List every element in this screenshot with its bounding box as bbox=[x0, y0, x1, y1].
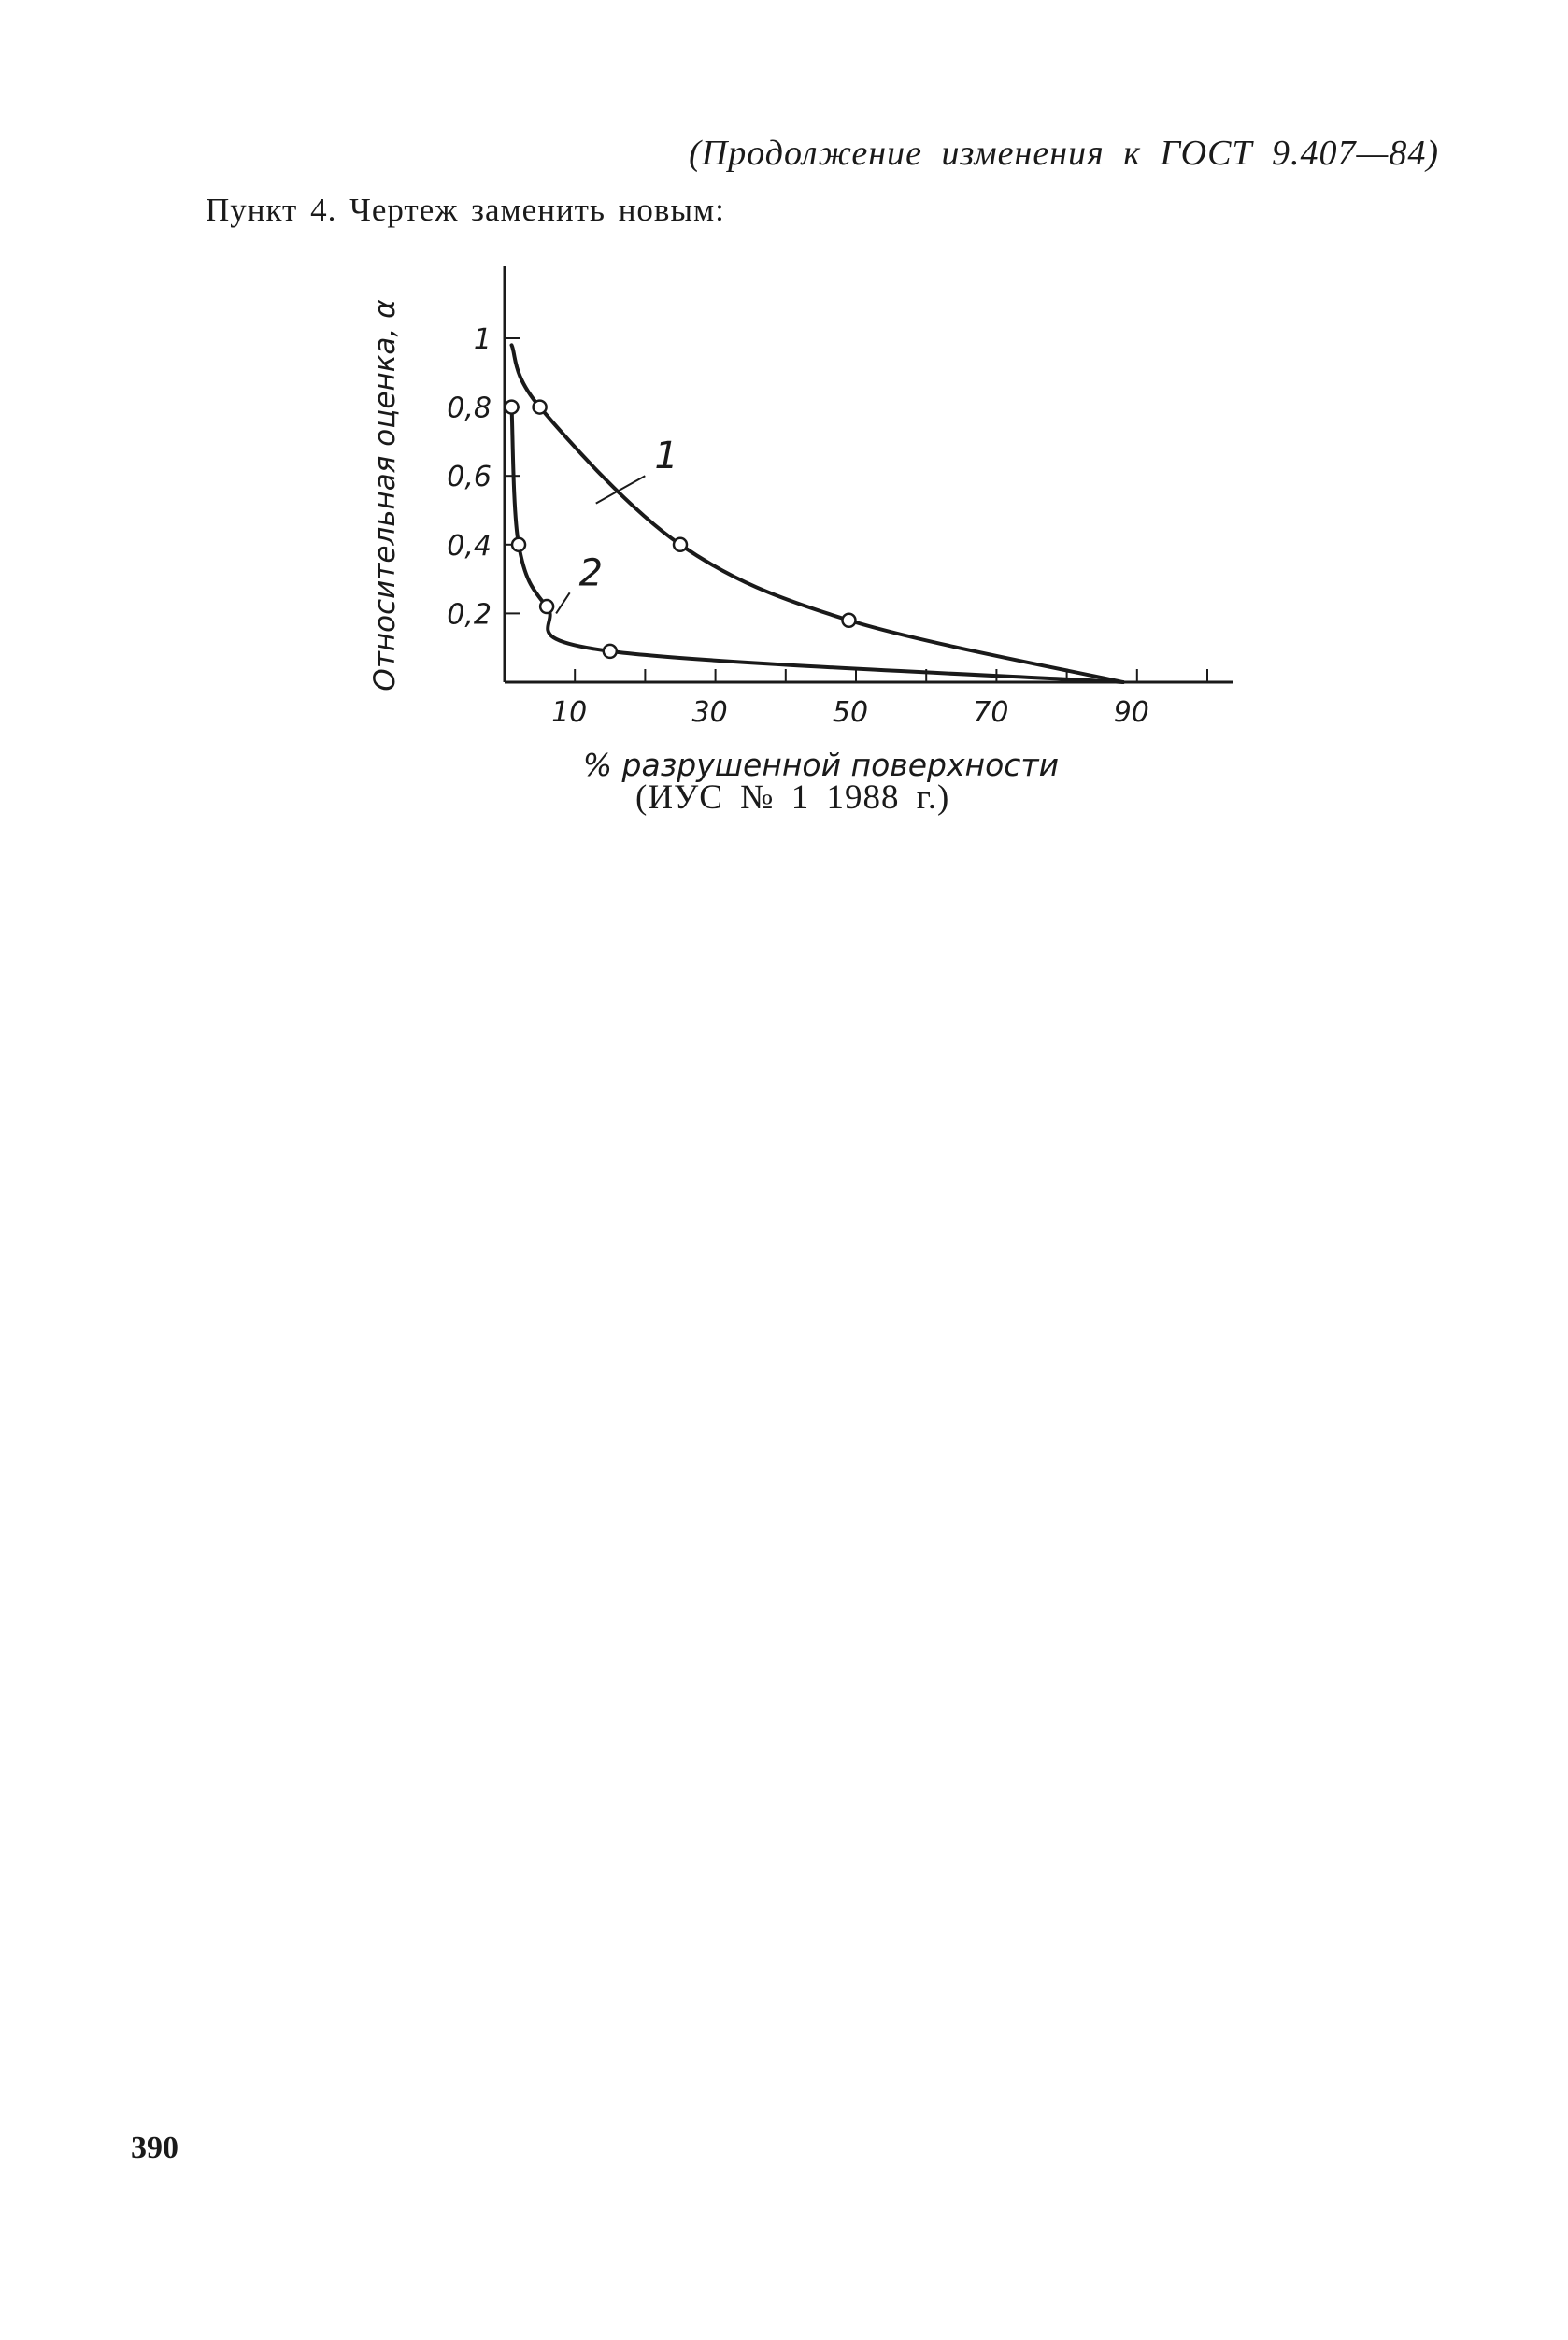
x-tick-label: 10 bbox=[551, 696, 587, 729]
page-number: 390 bbox=[131, 2131, 178, 2165]
series-2-leader bbox=[555, 592, 571, 614]
y-tick-label: 0,8 bbox=[447, 392, 492, 425]
series-1-point bbox=[532, 399, 548, 415]
x-tick-label: 30 bbox=[692, 696, 728, 729]
y-tick-label: 0,6 bbox=[447, 461, 492, 493]
series-1-label: 1 bbox=[654, 435, 677, 478]
x-tick-label: 70 bbox=[973, 696, 1008, 729]
chart-figure: 10 30 50 70 90 1 0,8 0,6 0,4 0,2 % разрушенной пов… bbox=[355, 243, 1252, 804]
series-2-point bbox=[510, 536, 527, 553]
series-2-point bbox=[602, 643, 619, 660]
series-1-point bbox=[841, 612, 857, 629]
x-tick-label: 50 bbox=[833, 696, 868, 729]
x-axis-title: % разрушенной поверхности bbox=[583, 747, 1059, 783]
series-1-point bbox=[672, 536, 689, 553]
y-tick-label: 0,4 bbox=[447, 530, 492, 563]
source-note: (ИУС № 1 1988 г.) bbox=[635, 778, 950, 817]
series-1-leader bbox=[595, 475, 646, 505]
series-2-point bbox=[538, 598, 555, 615]
y-axis-title: Относительная оценка, α bbox=[368, 299, 402, 691]
series-2-point bbox=[504, 399, 520, 415]
y-tick-label: 1 bbox=[474, 323, 492, 356]
item-instruction: Пункт 4. Чертеж заменить новым: bbox=[206, 192, 725, 228]
series-2-line bbox=[509, 405, 1125, 684]
series-2-label: 2 bbox=[579, 552, 603, 595]
series-1-line bbox=[509, 343, 1125, 684]
y-tick-label: 0,2 bbox=[447, 598, 492, 631]
x-tick-label: 90 bbox=[1114, 696, 1149, 729]
continuation-note: (Продолжение изменения к ГОСТ 9.407—84) bbox=[689, 134, 1439, 173]
relative-score-chart: 10 30 50 70 90 1 0,8 0,6 0,4 0,2 % разрушенной пов… bbox=[368, 266, 1233, 783]
